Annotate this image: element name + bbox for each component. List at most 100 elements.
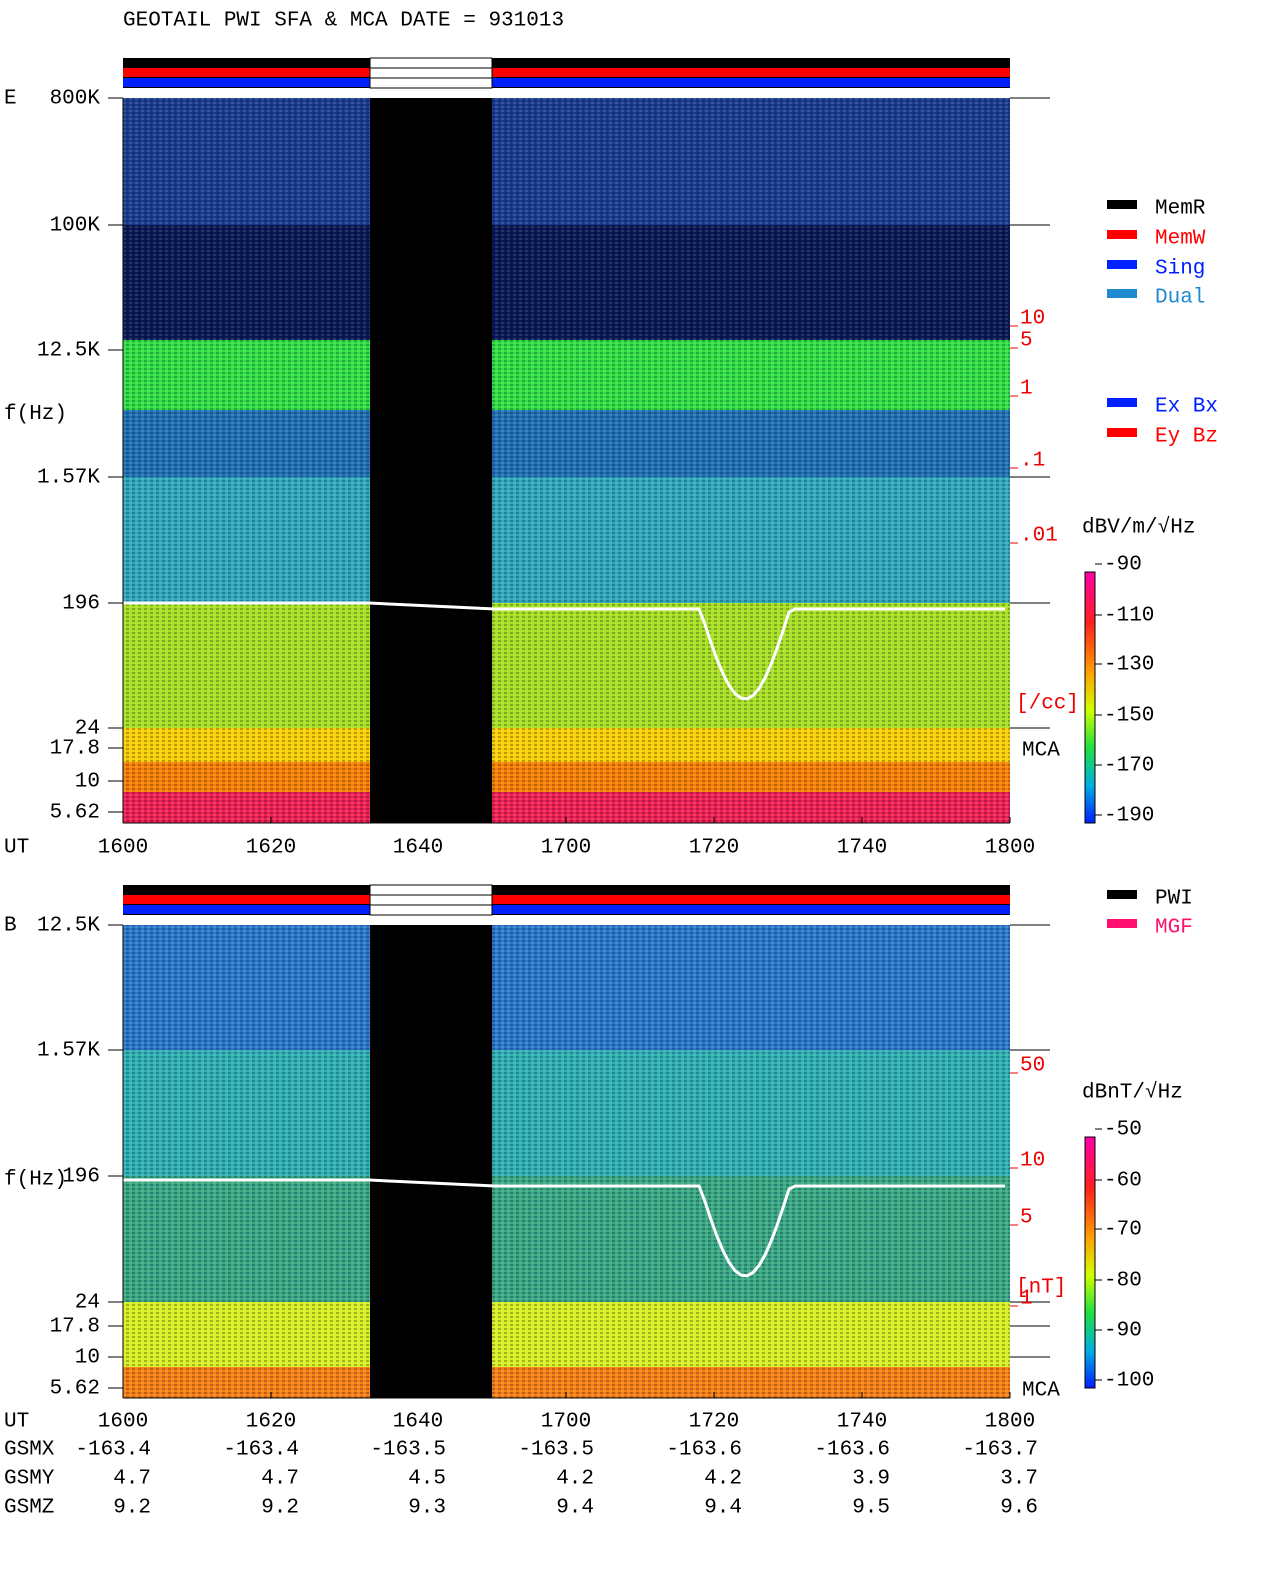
y-axis-label: f(Hz) [4,403,67,426]
legend-label: Sing [1155,258,1205,281]
status-gap [369,884,493,916]
colorbar-unit: dBV/m/√Hz [1082,516,1195,540]
time-tick-label: 1700 [541,837,591,860]
density-tick-label: 5 [1020,1207,1033,1230]
time-tick-label: 1720 [689,1411,739,1434]
density-tick-label: 1 [1020,1288,1033,1311]
spectrogram-texture [123,925,1010,1050]
ephemeris-value: 4.2 [556,1468,594,1491]
density-tick-label: 10 [1020,1150,1045,1173]
ephemeris-value: 3.7 [1000,1468,1038,1491]
title: GEOTAIL PWI SFA & MCA DATE = 931013 [123,10,564,33]
colorbar-tick-label: -60 [1104,1170,1142,1193]
colorbar-tick-label: -70 [1104,1219,1142,1242]
colorbar-tick-label: -110 [1104,605,1154,628]
ephemeris-value: -163.6 [666,1439,742,1462]
freq-tick-label: 12.5K [37,340,100,363]
density-tick-label: 1 [1020,378,1033,401]
status-bar [123,68,1010,77]
colorbar-tick-label: -50 [1104,1119,1142,1142]
time-tick-label: 1700 [541,1411,591,1434]
density-tick-label: 10 [1020,308,1045,331]
spectrogram-texture [123,410,1010,477]
ephemeris-label: GSMZ [4,1497,54,1520]
time-tick-label: 1740 [837,1411,887,1434]
ephemeris-value: 9.6 [1000,1497,1038,1520]
status-bar [123,78,1010,87]
legend-swatch [1107,428,1137,437]
spectrogram-texture [123,728,1010,762]
colorbar-tick-label: -90 [1104,1320,1142,1343]
freq-tick-label: 1.57K [37,467,100,490]
ephemeris-value: -163.4 [223,1439,299,1462]
ephemeris-value: -163.7 [962,1439,1038,1462]
ephemeris-value: -163.5 [518,1439,594,1462]
status-gap [369,57,493,89]
status-bar [123,905,1010,914]
legend-swatch [1107,398,1137,407]
panel-label: B [4,915,17,938]
time-tick-label: 1600 [98,1411,148,1434]
spectrogram-texture [123,340,1010,410]
colorbar-tick-label: -150 [1104,705,1154,728]
time-tick-label: 1620 [246,1411,296,1434]
data-gap [370,98,492,823]
time-tick-label: 1800 [985,1411,1035,1434]
legend-label: MGF [1155,917,1193,940]
colorbar [1084,571,1096,824]
ephemeris-label: GSMY [4,1468,55,1491]
plasma-line [123,601,1005,701]
freq-tick-label: 5.62 [50,802,100,825]
time-tick-label: 1600 [98,837,148,860]
legend-swatch [1107,200,1137,209]
time-tick-label: 1740 [837,837,887,860]
legend-label: MemR [1155,198,1206,221]
density-tick-label: .1 [1020,450,1045,473]
legend-swatch [1107,260,1137,269]
ephemeris-value: 4.7 [113,1468,151,1491]
spectrogram-texture [123,603,1010,728]
ephemeris-value: 4.5 [408,1468,446,1491]
density-tick-label: 5 [1020,330,1033,353]
ephemeris-value: 4.2 [704,1468,742,1491]
freq-tick-label: 196 [62,1166,100,1189]
freq-tick-label: 24 [75,1292,100,1315]
freq-tick-label: 10 [75,1347,100,1370]
density-unit: [nT] [1016,1277,1066,1300]
colorbar-tick-label: -80 [1104,1270,1142,1293]
freq-tick-label: 17.8 [50,1316,100,1339]
colorbar-unit: dBnT/√Hz [1082,1081,1183,1105]
plasma-line [123,1178,1005,1278]
density-unit: [/cc] [1016,693,1079,716]
time-tick-label: 1620 [246,837,296,860]
legend-swatch [1107,289,1137,298]
spectrogram-texture [123,1302,1010,1367]
ephemeris-value: 9.3 [408,1497,446,1520]
freq-tick-label: 5.62 [50,1378,100,1401]
legend-label: Ex Bx [1155,396,1218,419]
ephemeris-value: -163.4 [75,1439,151,1462]
time-tick-label: 1720 [689,837,739,860]
ephemeris-label: GSMX [4,1439,55,1462]
colorbar-tick-label: -190 [1104,805,1154,828]
time-axis-label: UT [4,837,29,860]
legend-label: PWI [1155,888,1193,911]
mca-label: MCA [1022,1380,1060,1403]
colorbar-tick-label: -130 [1104,654,1154,677]
spectrogram-texture [123,225,1010,340]
freq-tick-label: 100K [50,215,101,238]
colorbar-tick-label: -100 [1104,1370,1154,1393]
density-tick-label: .01 [1020,525,1058,548]
ephemeris-value: -163.6 [814,1439,890,1462]
time-tick-label: 1640 [393,837,443,860]
freq-tick-label: 24 [75,718,100,741]
y-axis-label: f(Hz) [4,1169,67,1192]
ephemeris-value: 9.2 [261,1497,299,1520]
ephemeris-value: 4.7 [261,1468,299,1491]
colorbar-tick-label: -90 [1104,554,1142,577]
freq-tick-label: 800K [50,88,101,111]
freq-tick-label: 10 [75,771,100,794]
freq-tick-label: 1.57K [37,1040,100,1063]
spectrogram-texture [123,762,1010,792]
